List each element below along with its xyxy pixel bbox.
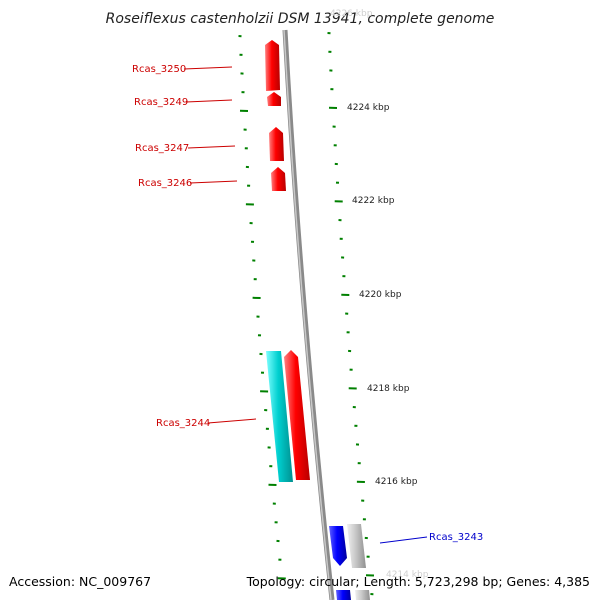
gene-pseudo-partial[interactable] xyxy=(355,590,370,600)
leader-rcas-3247 xyxy=(187,145,236,149)
label-rcas-3250[interactable]: Rcas_3250 xyxy=(132,64,186,75)
scale-label-4218: 4218 kbp xyxy=(367,384,410,394)
label-rcas-3244[interactable]: Rcas_3244 xyxy=(156,418,210,429)
leader-rcas-3250 xyxy=(183,66,233,70)
gene-rcas-3244[interactable] xyxy=(284,350,310,480)
outer-tick-ring xyxy=(327,32,375,596)
label-rcas-3249[interactable]: Rcas_3249 xyxy=(134,97,188,108)
leader-rcas-3244 xyxy=(207,418,257,424)
gene-rcas-3249[interactable] xyxy=(267,92,281,106)
label-rcas-3243[interactable]: Rcas_3243 xyxy=(429,532,483,543)
genome-backbone-highlight xyxy=(283,29,332,600)
leader-rcas-3243 xyxy=(379,536,428,544)
scale-label-4214: 4214 kbp xyxy=(386,570,429,580)
scale-label-4216: 4216 kbp xyxy=(375,477,418,487)
gene-rcas-3247[interactable] xyxy=(269,127,284,161)
scale-label-4224: 4224 kbp xyxy=(347,103,390,113)
accession-text: Accession: NC_009767 xyxy=(9,574,151,589)
gene-rcas-3246[interactable] xyxy=(271,167,286,191)
gene-rcas-3242-partial[interactable] xyxy=(336,590,351,600)
gene-rcas-3244-block[interactable] xyxy=(266,351,293,482)
leader-rcas-3249 xyxy=(185,99,233,103)
leader-rcas-3246 xyxy=(189,180,238,184)
gene-rcas-3250[interactable] xyxy=(265,40,280,91)
inner-tick-ring xyxy=(238,35,286,580)
gene-pseudo-near-3243[interactable] xyxy=(347,524,366,568)
scale-label-4220: 4220 kbp xyxy=(359,290,402,300)
scale-label-4222: 4222 kbp xyxy=(352,196,395,206)
topology-text: Topology: circular; Length: 5,723,298 bp… xyxy=(246,574,590,589)
scale-label-4226: 4226 kbp xyxy=(330,9,373,19)
label-rcas-3246[interactable]: Rcas_3246 xyxy=(138,178,192,189)
gene-rcas-3243[interactable] xyxy=(329,526,347,566)
map-title: Roseiflexus castenholzii DSM 13941, comp… xyxy=(106,11,495,27)
genome-backbone xyxy=(282,29,335,600)
label-rcas-3247[interactable]: Rcas_3247 xyxy=(135,143,189,154)
